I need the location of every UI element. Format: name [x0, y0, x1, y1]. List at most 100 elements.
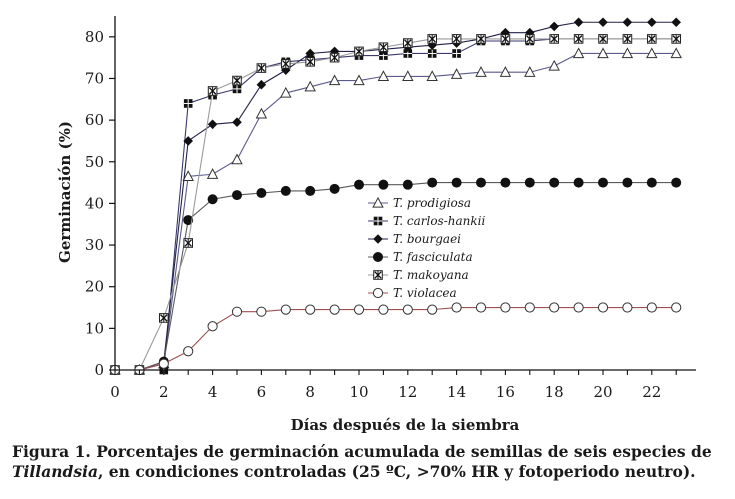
data-point: [524, 66, 536, 77]
data-point: [378, 304, 389, 315]
data-point: [232, 190, 242, 201]
data-point: [377, 70, 390, 81]
data-point: [280, 185, 291, 196]
germination-chart: 0 2 4 6 8 10 12 14 16 18 20 22 0 10 20 30 40 50 60 70 80 Dí…: [56, 16, 696, 434]
x-tick-label: 14: [447, 383, 466, 401]
series-t-violacea: [109, 302, 682, 376]
data-point: [158, 358, 169, 369]
data-point: [646, 302, 657, 313]
data-point: [524, 302, 535, 313]
data-point: [451, 302, 462, 313]
data-point: [354, 179, 364, 190]
data-point: [329, 304, 340, 315]
legend: T. prodigiosa T. carlos-hankii T. bourgaei…: [368, 196, 485, 300]
data-point: [328, 74, 341, 86]
x-axis: 0 2 4 6 8 10 12 14 16 18 20 22: [110, 369, 696, 401]
y-tick-label: 0: [94, 361, 104, 379]
legend-label: T. fasciculata: [393, 250, 473, 264]
data-point: [670, 47, 682, 59]
x-axis-title: Días después de la siembra: [291, 416, 520, 434]
data-point: [549, 302, 560, 313]
data-point: [256, 79, 267, 90]
data-point: [280, 86, 292, 98]
data-point: [427, 177, 438, 188]
caption-text-after: , en condiciones controladas (25 ºC, >70…: [98, 462, 696, 481]
legend-label: T. violacea: [393, 286, 457, 300]
x-tick-label: 10: [349, 383, 368, 401]
data-point: [353, 74, 365, 86]
data-point: [524, 177, 535, 188]
legend-label: T. prodigiosa: [393, 196, 471, 210]
data-point: [402, 70, 414, 81]
data-point: [500, 302, 511, 313]
data-point: [475, 302, 487, 313]
legend-label: T. makoyana: [393, 268, 469, 282]
data-point: [647, 17, 657, 28]
x-tick-label: 2: [159, 383, 169, 401]
data-point: [671, 17, 681, 28]
data-point: [548, 59, 560, 71]
data-point: [573, 17, 584, 28]
data-point: [597, 47, 609, 59]
series-line: [115, 52, 677, 371]
data-point: [549, 21, 559, 32]
data-point: [305, 48, 315, 59]
y-tick-label: 80: [85, 28, 104, 46]
data-point: [598, 177, 608, 188]
data-point: [402, 304, 413, 315]
y-tick-label: 30: [85, 236, 104, 254]
caption-genus: Tillandsia: [12, 462, 99, 481]
data-point: [280, 304, 291, 315]
x-tick-label: 22: [642, 383, 661, 401]
data-point: [183, 215, 194, 226]
data-point: [671, 177, 682, 188]
y-axis: 0 10 20 30 40 50 60 70 80: [85, 16, 116, 379]
data-point: [573, 177, 584, 188]
data-point: [549, 177, 560, 188]
data-point: [207, 119, 218, 130]
data-point: [598, 17, 608, 28]
data-point: [426, 70, 438, 81]
data-point: [182, 170, 194, 181]
data-point: [475, 66, 487, 77]
y-tick-label: 60: [85, 111, 104, 129]
y-axis-title: Germinación (%): [56, 121, 74, 263]
data-point: [231, 153, 243, 165]
data-point: [427, 304, 438, 315]
y-tick-label: 10: [85, 319, 104, 337]
x-tick-label: 0: [110, 383, 120, 401]
data-point: [476, 177, 486, 188]
data-point: [597, 302, 609, 313]
data-point: [646, 47, 658, 59]
data-point: [451, 177, 462, 188]
data-point: [372, 287, 384, 299]
data-point: [373, 252, 383, 262]
y-tick-label: 70: [85, 69, 104, 87]
x-tick-label: 6: [257, 383, 267, 401]
data-point: [621, 47, 634, 59]
data-point: [329, 183, 340, 194]
data-point: [622, 17, 633, 28]
data-point: [231, 306, 243, 317]
data-point: [622, 177, 633, 188]
legend-label: T. bourgaei: [393, 232, 461, 246]
caption-label: Figura 1.: [12, 442, 91, 461]
y-tick-label: 20: [85, 278, 104, 296]
data-point: [622, 302, 633, 313]
x-tick-label: 4: [208, 383, 218, 401]
data-point: [372, 196, 384, 208]
y-tick-label: 40: [85, 194, 104, 212]
data-point: [500, 177, 511, 188]
data-point: [572, 47, 585, 59]
x-tick-label: 8: [305, 383, 315, 401]
data-point: [206, 168, 219, 179]
data-point: [255, 107, 268, 119]
data-point: [305, 304, 316, 315]
data-point: [499, 66, 512, 77]
data-point: [183, 346, 194, 357]
figure-caption: Figura 1. Porcentajes de germinación acu…: [12, 442, 732, 482]
x-tick-label: 20: [593, 383, 612, 401]
x-tick-label: 12: [398, 383, 417, 401]
series-t-prodigiosa: [109, 47, 682, 375]
data-point: [353, 304, 365, 315]
